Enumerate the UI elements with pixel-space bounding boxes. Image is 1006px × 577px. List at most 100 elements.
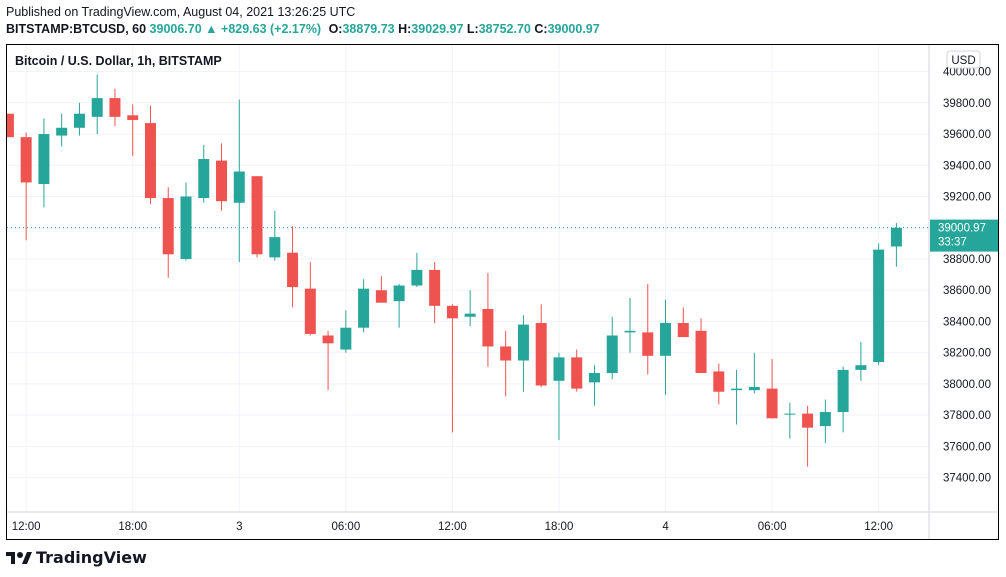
candle	[766, 358, 778, 419]
candle-body	[784, 413, 796, 415]
candle	[642, 283, 654, 375]
candle	[144, 105, 156, 205]
candles	[7, 74, 902, 467]
low-label: L:	[466, 22, 479, 36]
candle-body	[517, 324, 529, 361]
candle-body	[837, 369, 849, 413]
candle	[588, 365, 600, 406]
candle-body	[287, 252, 299, 288]
candle-body	[20, 137, 32, 183]
candle	[375, 276, 387, 303]
candle-body	[446, 305, 458, 319]
candle	[304, 262, 316, 336]
high-value: 39029.97	[411, 22, 464, 36]
candle-body	[588, 372, 600, 383]
candle-body	[375, 290, 387, 303]
candlestick-chart[interactable]: 37400.00 37600.00 37800.00 38000.00 38200.00…	[7, 45, 998, 539]
candle-body	[180, 196, 192, 259]
candle	[731, 369, 743, 425]
candle-body	[358, 288, 370, 328]
candle	[127, 104, 139, 156]
price-axis-labels: 37400.00 37600.00 37800.00 38000.00 38200.00…	[943, 45, 991, 485]
candle-body	[411, 269, 423, 286]
candle	[748, 352, 760, 394]
candle	[233, 99, 245, 263]
candle	[837, 366, 849, 433]
candle	[624, 298, 636, 353]
candle	[322, 330, 334, 391]
candle-body	[38, 134, 50, 185]
candle	[660, 299, 672, 395]
price-tick-label: 37600.00	[943, 441, 991, 453]
candle-body	[624, 330, 636, 333]
time-tick-label: 12:00	[864, 521, 893, 533]
candle-body	[322, 335, 334, 344]
candle	[198, 144, 210, 203]
candle	[287, 226, 299, 308]
candle-body	[535, 323, 547, 386]
candle-body	[606, 335, 618, 373]
candle-body	[340, 327, 352, 350]
candle	[73, 102, 85, 136]
candle	[91, 74, 103, 135]
candle	[429, 262, 441, 324]
price-tick-label: 38800.00	[943, 254, 991, 266]
candle-body	[304, 288, 316, 334]
candle-body	[393, 285, 405, 302]
candle-body	[660, 323, 672, 356]
candle	[20, 132, 32, 241]
price-tick-label: 39800.00	[943, 98, 991, 110]
candle-body	[198, 159, 210, 199]
candle-body	[731, 388, 743, 391]
candle	[873, 243, 885, 366]
candle-body	[553, 357, 565, 381]
candle	[819, 399, 831, 444]
tradingview-logo[interactable]: TradingView	[6, 548, 147, 567]
price-tick-label: 38400.00	[943, 316, 991, 328]
candle	[251, 176, 263, 258]
candle	[855, 341, 867, 381]
candle-body	[873, 249, 885, 363]
candle	[535, 304, 547, 388]
candle-body	[91, 98, 103, 117]
candle	[269, 210, 281, 261]
candle	[517, 315, 529, 392]
symbol-label: BITSTAMP:BTCUSD, 60	[6, 22, 147, 36]
ticker-summary: BITSTAMP:BTCUSD, 60 39006.70 ▲ +829.63 (…	[6, 22, 600, 36]
candle	[713, 363, 725, 405]
open-label: O:	[328, 22, 343, 36]
candle	[393, 283, 405, 328]
currency-badge[interactable]: USD	[946, 50, 981, 69]
candle	[482, 273, 494, 367]
candle	[500, 330, 512, 397]
price-tick-label: 37800.00	[943, 410, 991, 422]
candle	[695, 318, 707, 373]
time-tick-label: 4	[662, 521, 669, 533]
candle	[890, 223, 902, 267]
bar-countdown-label: 33:37	[938, 237, 967, 249]
low-value: 38752.70	[478, 22, 531, 36]
current-price-label: 39000.97	[938, 223, 986, 235]
candle-body	[500, 346, 512, 361]
candle-body	[73, 113, 85, 128]
chart-frame[interactable]: 37400.00 37600.00 37800.00 38000.00 38200.00…	[6, 44, 999, 540]
candle-body	[695, 330, 707, 373]
candle-body	[677, 323, 689, 338]
time-axis-labels: 12:00 18:00 3 06:00 12:00 18:00 4 06:00 12:00	[12, 521, 893, 533]
tradingview-wordmark: TradingView	[36, 548, 147, 567]
candle-body	[56, 127, 68, 136]
candle-body	[109, 98, 121, 117]
time-tick-label: 3	[236, 521, 242, 533]
open-value: 38879.73	[342, 22, 395, 36]
candle-body	[642, 332, 654, 356]
tradingview-logo-icon	[6, 551, 32, 564]
chart-title: Bitcoin / U.S. Dollar, 1h, BITSTAMP	[15, 54, 222, 68]
candle-body	[802, 413, 814, 428]
published-caption: Published on TradingView.com, August 04,…	[6, 5, 356, 19]
candle	[38, 118, 50, 208]
candle	[109, 88, 121, 127]
price-tick-label: 39400.00	[943, 160, 991, 172]
time-tick-label: 06:00	[331, 521, 360, 533]
price-tick-label: 39200.00	[943, 192, 991, 204]
candle-body	[713, 371, 725, 392]
